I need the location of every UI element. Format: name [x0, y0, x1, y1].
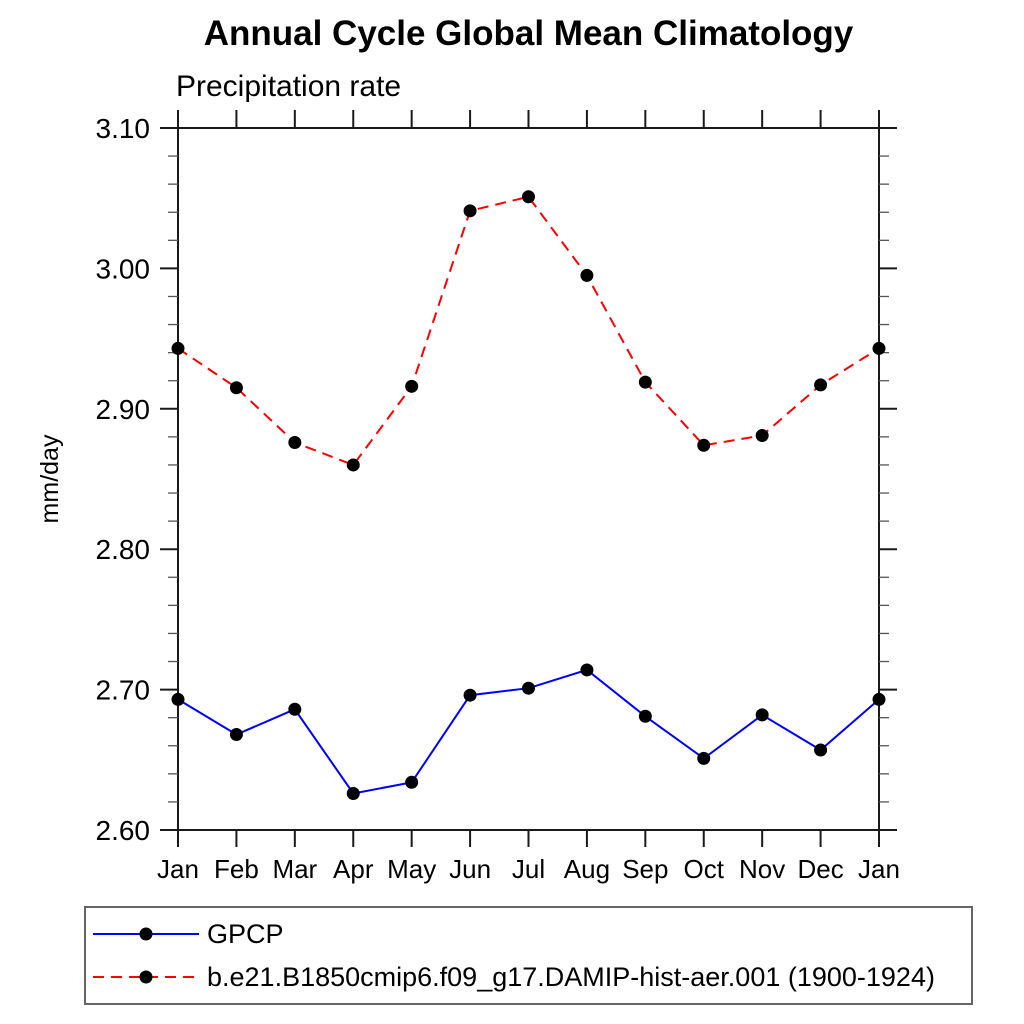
x-tick-label: Jul	[512, 854, 545, 884]
x-tick-label: May	[387, 854, 436, 884]
y-tick-label: 3.10	[96, 113, 151, 144]
data-point-marker	[405, 379, 419, 393]
x-tick-label: Oct	[684, 854, 725, 884]
data-point-marker	[872, 341, 886, 355]
data-point-marker	[697, 751, 711, 765]
data-point-marker	[463, 204, 477, 218]
legend-sample-dashed-line-icon	[93, 970, 199, 984]
data-point-marker	[463, 688, 477, 702]
data-point-marker	[171, 692, 185, 706]
data-point-marker	[229, 728, 243, 742]
data-point-marker	[814, 743, 828, 757]
data-point-marker	[755, 428, 769, 442]
legend-label-gpcp: GPCP	[207, 918, 284, 949]
series-line-1	[177, 195, 880, 467]
x-axis: Jan Feb Mar Apr May Jun Jul Aug Sep Oct Nov Dec Jan	[157, 110, 900, 884]
plot-frame	[177, 127, 880, 831]
x-tick-label: Jun	[449, 854, 491, 884]
data-point-marker	[638, 375, 652, 389]
legend-row-model: b.e21.B1850cmip6.f09_g17.DAMIP-hist-aer.…	[91, 960, 971, 994]
data-point-marker	[755, 708, 769, 722]
x-tick-label: Aug	[564, 854, 610, 884]
data-point-marker	[229, 381, 243, 395]
data-point-marker	[346, 458, 360, 472]
data-point-marker	[522, 681, 535, 695]
x-tick-label: Feb	[214, 854, 259, 884]
data-point-marker	[638, 709, 652, 723]
chart-title: Annual Cycle Global Mean Climatology	[203, 14, 854, 53]
chart-subtitle: Precipitation rate	[176, 70, 402, 103]
x-tick-label: Jan	[157, 854, 199, 884]
data-point-marker	[346, 786, 360, 800]
legend-row-gpcp: GPCP	[91, 917, 971, 951]
x-tick-label: Dec	[797, 854, 843, 884]
data-point-marker	[288, 435, 302, 449]
x-tick-label: Mar	[272, 854, 317, 884]
x-tick-label: Apr	[333, 854, 374, 884]
y-tick-label: 2.70	[96, 675, 151, 706]
x-tick-label: Nov	[739, 854, 785, 884]
data-point-marker	[580, 268, 594, 282]
data-point-marker	[697, 438, 711, 452]
data-point-marker	[171, 341, 185, 355]
series-0	[171, 663, 886, 800]
y-axis-title: mm/day	[36, 434, 64, 523]
x-tick-label: Jan	[858, 854, 900, 884]
data-point-marker	[522, 190, 535, 204]
y-axis: 2.60 2.70 2.80 2.90 3.00 3.10	[96, 113, 897, 846]
y-tick-label: 2.80	[96, 534, 151, 565]
data-point-marker	[872, 692, 886, 706]
legend-label-model: b.e21.B1850cmip6.f09_g17.DAMIP-hist-aer.…	[207, 961, 935, 992]
y-tick-label: 2.90	[96, 394, 151, 425]
data-point-marker	[405, 775, 419, 789]
data-point-marker	[288, 702, 302, 716]
data-point-marker	[814, 378, 828, 392]
x-tick-label: Sep	[622, 854, 668, 884]
y-tick-label: 2.60	[96, 815, 151, 846]
legend: GPCP b.e21.B1850cmip6.f09_g17.DAMIP-hist…	[84, 906, 973, 1005]
series-1	[171, 190, 886, 472]
y-tick-label: 3.00	[96, 253, 151, 284]
legend-sample-solid-line-icon	[93, 927, 199, 941]
data-point-marker	[580, 663, 594, 677]
